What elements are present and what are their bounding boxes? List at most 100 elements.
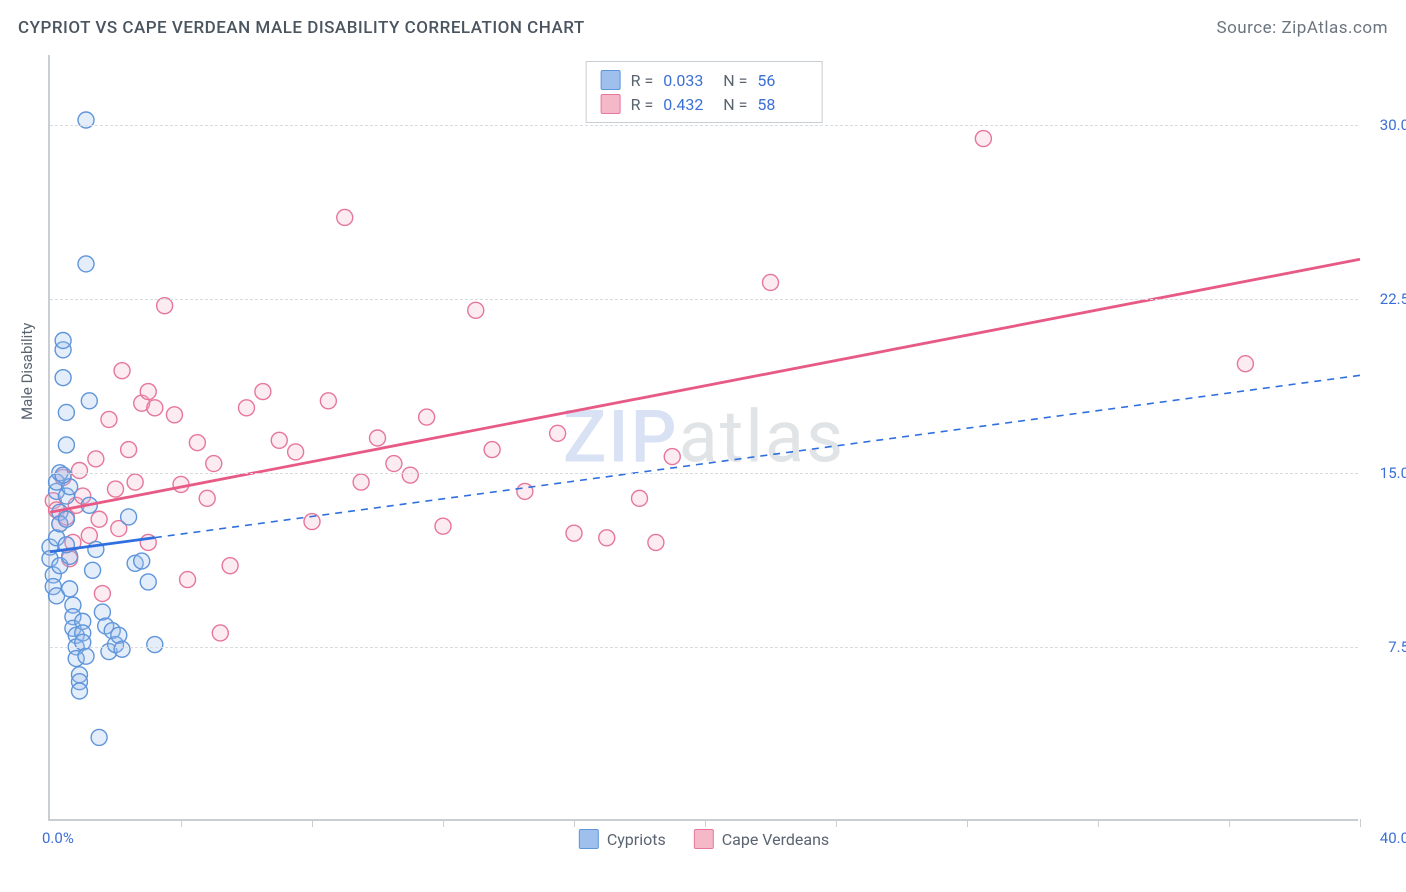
data-point xyxy=(199,490,215,506)
r-value: 0.033 xyxy=(663,71,713,90)
y-axis-label: Male Disability xyxy=(18,323,36,420)
data-point xyxy=(58,437,74,453)
data-point xyxy=(166,407,182,423)
data-point xyxy=(402,467,418,483)
y-tick-label: 7.5% xyxy=(1362,638,1406,656)
data-point xyxy=(271,432,287,448)
legend-swatch xyxy=(601,94,621,114)
data-point xyxy=(206,456,222,472)
data-point xyxy=(88,451,104,467)
chart-title: CYPRIOT VS CAPE VERDEAN MALE DISABILITY … xyxy=(18,18,585,38)
trend-line xyxy=(50,259,1360,512)
legend-item: Cape Verdeans xyxy=(694,829,829,849)
legend-stats: R = 0.033 N = 56 R = 0.432 N = 58 xyxy=(586,61,823,123)
legend-label: Cape Verdeans xyxy=(722,830,829,849)
data-point xyxy=(140,384,156,400)
data-point xyxy=(78,256,94,272)
legend-series: Cypriots Cape Verdeans xyxy=(579,829,829,849)
x-tick xyxy=(836,819,837,827)
data-point xyxy=(81,393,97,409)
data-point xyxy=(173,476,189,492)
n-value: 56 xyxy=(757,71,807,90)
chart-svg xyxy=(50,55,1358,819)
legend-label: Cypriots xyxy=(607,830,666,849)
x-tick xyxy=(1360,819,1361,827)
n-label: N = xyxy=(723,71,747,90)
x-tick xyxy=(1098,819,1099,827)
gridline xyxy=(50,299,1358,300)
data-point xyxy=(114,363,130,379)
data-point xyxy=(664,449,680,465)
n-value: 58 xyxy=(757,95,807,114)
data-point xyxy=(435,518,451,534)
data-point xyxy=(180,572,196,588)
source-name: ZipAtlas.com xyxy=(1281,18,1388,38)
y-tick-label: 15.0% xyxy=(1362,464,1406,482)
data-point xyxy=(55,333,71,349)
gridline xyxy=(50,473,1358,474)
data-point xyxy=(419,409,435,425)
source-attribution: Source: ZipAtlas.com xyxy=(1216,18,1388,38)
data-point xyxy=(320,393,336,409)
data-point xyxy=(189,435,205,451)
data-point xyxy=(763,274,779,290)
data-point xyxy=(101,411,117,427)
data-point xyxy=(55,370,71,386)
gridline xyxy=(50,647,1358,648)
x-tick xyxy=(443,819,444,827)
data-point xyxy=(370,430,386,446)
data-point xyxy=(599,530,615,546)
data-point xyxy=(121,509,137,525)
data-point xyxy=(288,444,304,460)
data-point xyxy=(85,562,101,578)
data-point xyxy=(484,442,500,458)
x-tick xyxy=(705,819,706,827)
data-point xyxy=(517,483,533,499)
data-point xyxy=(58,404,74,420)
data-point xyxy=(121,442,137,458)
source-prefix: Source: xyxy=(1216,18,1281,38)
data-point xyxy=(78,648,94,664)
data-point xyxy=(91,511,107,527)
r-value: 0.432 xyxy=(663,95,713,114)
x-tick xyxy=(967,819,968,827)
data-point xyxy=(550,425,566,441)
data-point xyxy=(71,683,87,699)
x-tick xyxy=(574,819,575,827)
y-tick-label: 30.0% xyxy=(1362,116,1406,134)
data-point xyxy=(648,534,664,550)
data-point xyxy=(114,641,130,657)
y-tick-label: 22.5% xyxy=(1362,290,1406,308)
data-point xyxy=(468,302,484,318)
data-point xyxy=(337,209,353,225)
data-point xyxy=(386,456,402,472)
data-point xyxy=(255,384,271,400)
data-point xyxy=(55,467,71,483)
legend-swatch xyxy=(694,829,714,849)
legend-swatch xyxy=(601,70,621,90)
legend-stat-row: R = 0.033 N = 56 xyxy=(601,68,808,92)
data-point xyxy=(239,400,255,416)
legend-swatch xyxy=(579,829,599,849)
legend-item: Cypriots xyxy=(579,829,666,849)
data-point xyxy=(140,574,156,590)
data-point xyxy=(58,511,74,527)
data-point xyxy=(566,525,582,541)
data-point xyxy=(147,637,163,653)
n-label: N = xyxy=(723,95,747,114)
x-axis-start-label: 0.0% xyxy=(42,829,74,847)
data-point xyxy=(62,581,78,597)
plot-area: ZIPatlas R =0.033N =56R =0.432N =58 0.0%… xyxy=(48,55,1358,821)
gridline xyxy=(50,125,1358,126)
data-point xyxy=(632,490,648,506)
data-point xyxy=(353,474,369,490)
x-tick xyxy=(1229,819,1230,827)
r-label: R = xyxy=(631,95,654,114)
data-point xyxy=(94,586,110,602)
data-point xyxy=(134,553,150,569)
x-tick xyxy=(181,819,182,827)
legend-stat-row: R = 0.432 N = 58 xyxy=(601,92,808,116)
data-point xyxy=(91,729,107,745)
r-label: R = xyxy=(631,71,654,90)
data-point xyxy=(157,298,173,314)
